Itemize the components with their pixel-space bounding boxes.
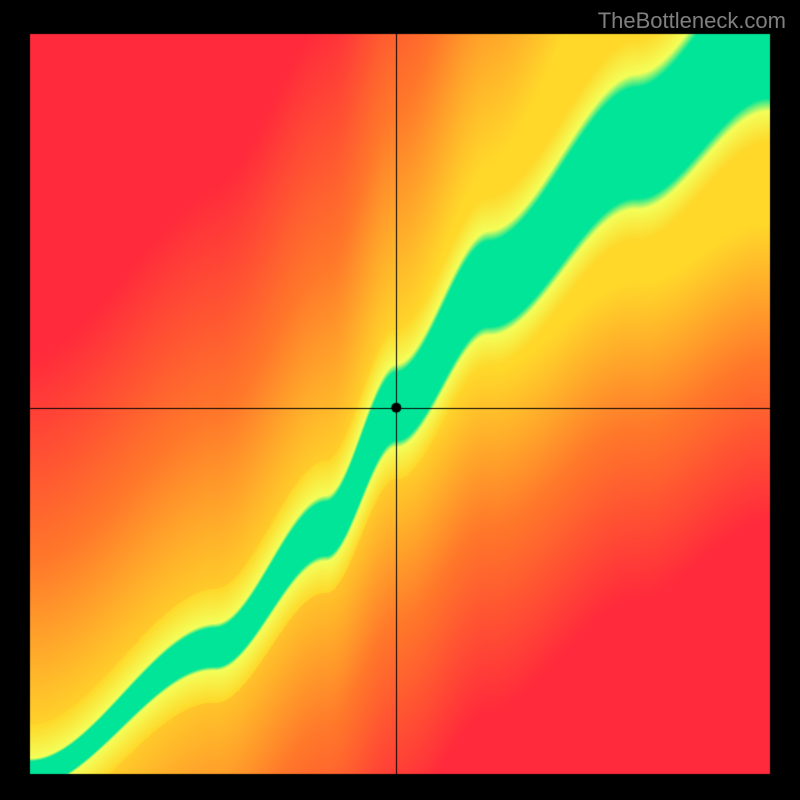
watermark-text: TheBottleneck.com bbox=[598, 8, 786, 34]
chart-container: TheBottleneck.com bbox=[0, 0, 800, 800]
heatmap-canvas bbox=[0, 0, 800, 800]
